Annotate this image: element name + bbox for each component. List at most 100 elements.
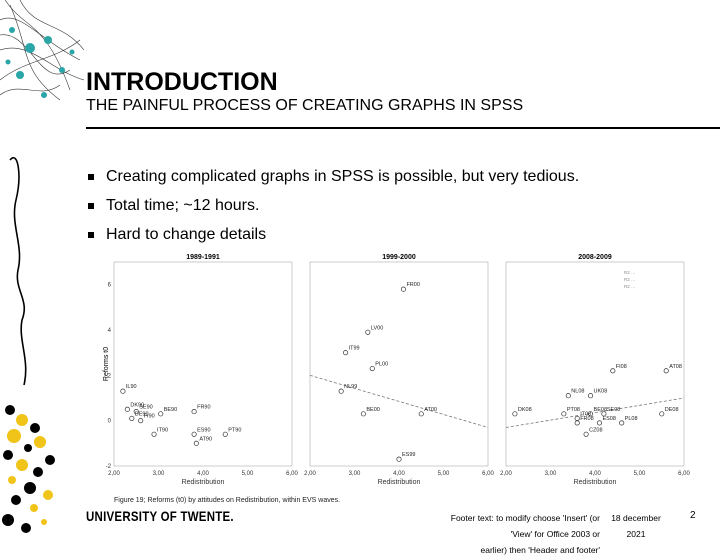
data-label: DK08 — [518, 407, 532, 413]
x-tick-label: 2,00 — [500, 471, 512, 477]
data-point — [663, 368, 669, 374]
data-point — [659, 411, 665, 417]
footer-date: 18 december 2021 — [611, 513, 661, 539]
data-label: AT00 — [424, 407, 437, 413]
chart-panel-frame — [505, 261, 685, 467]
data-point — [400, 286, 407, 292]
data-point — [565, 393, 571, 399]
data-point — [133, 409, 139, 415]
data-label: BE90 — [164, 407, 177, 413]
data-point — [610, 368, 616, 374]
data-point — [138, 418, 144, 424]
data-point — [222, 431, 228, 437]
data-label: DK90 — [130, 402, 144, 408]
data-point — [619, 420, 625, 426]
x-tick-label: 4,00 — [393, 471, 405, 477]
x-tick-label: 2,00 — [304, 471, 316, 477]
data-label: BE08 — [594, 407, 607, 413]
data-label: DE08 — [665, 407, 679, 413]
data-label: PL08 — [625, 416, 638, 422]
data-label: AT08 — [669, 364, 682, 370]
x-tick-label: 6,00 — [286, 471, 298, 477]
data-label: UK08 — [594, 389, 608, 395]
bullet-square-icon — [88, 174, 94, 180]
data-label: NL08 — [571, 389, 584, 395]
x-tick-label: 2,00 — [108, 471, 120, 477]
y-tick-label: 4 — [108, 328, 112, 334]
bullet-square-icon — [88, 232, 94, 238]
data-point — [151, 431, 157, 437]
footer-text: Footer text: to modify choose 'Insert' (… — [450, 513, 600, 555]
panel-title: 2008-2009 — [578, 254, 612, 261]
bullet-item: Creating complicated graphs in SPSS is p… — [88, 168, 579, 197]
data-label: SE08 — [607, 407, 620, 413]
data-point — [574, 415, 580, 421]
data-point — [120, 388, 126, 394]
data-label: IT08 — [580, 411, 591, 417]
legend-entry: R2 … — [624, 270, 636, 275]
data-point — [124, 406, 130, 412]
x-axis-label: Redistribution — [574, 479, 617, 486]
data-point — [396, 456, 402, 462]
slide-title: INTRODUCTION — [86, 68, 278, 96]
data-label: IT99 — [349, 346, 360, 352]
data-label: FR08 — [580, 416, 593, 422]
legend-entry: R2 … — [624, 277, 636, 282]
data-point — [191, 409, 197, 415]
data-point — [191, 431, 197, 437]
data-point — [158, 411, 164, 417]
data-label: CZ08 — [589, 427, 602, 433]
slide-subtitle: THE PAINFUL PROCESS OF CREATING GRAPHS I… — [86, 97, 524, 114]
university-logo: UNIVERSITY OF TWENTE. — [86, 508, 234, 524]
figure-caption: Figure 19; Reforms (t0) by attitudes on … — [114, 497, 341, 504]
trend-line — [505, 397, 685, 428]
data-label: ES99 — [402, 452, 415, 458]
data-point — [360, 411, 366, 417]
chart-panel-frame — [309, 261, 489, 467]
data-point — [512, 411, 518, 417]
data-label: PT90 — [228, 427, 241, 433]
decorative-network-graphic — [0, 0, 84, 533]
x-tick-label: 4,00 — [197, 471, 209, 477]
data-point — [418, 411, 424, 417]
scatter-chart: Reforms t0 1989-1991 2,00 3,00 4,00 5,00 6,00 R… — [103, 254, 690, 486]
data-label: FR90 — [197, 405, 210, 411]
data-label: PL00 — [375, 362, 388, 368]
x-tick-label: 6,00 — [482, 471, 494, 477]
y-tick-label: -2 — [106, 464, 112, 470]
data-label: LV00 — [371, 325, 383, 331]
data-label: FR00 — [406, 282, 419, 288]
data-label: SE90 — [139, 405, 152, 411]
x-axis-label: Redistribution — [378, 479, 421, 486]
data-label: FI90 — [144, 414, 155, 420]
page-number: 2 — [690, 510, 696, 521]
y-tick-label: 2 — [108, 373, 112, 379]
data-label: IT90 — [157, 427, 168, 433]
data-label: ES08 — [602, 416, 615, 422]
data-label: PT08 — [567, 407, 580, 413]
x-tick-label: 3,00 — [153, 471, 165, 477]
bullet-item: Total time; ~12 hours. — [88, 197, 579, 226]
data-point — [601, 411, 607, 417]
data-point — [574, 420, 580, 426]
x-tick-label: 5,00 — [634, 471, 646, 477]
data-label: ES90 — [197, 427, 210, 433]
data-label: IL90 — [126, 384, 137, 390]
x-axis-label: Redistribution — [182, 479, 225, 486]
x-tick-label: 5,00 — [242, 471, 254, 477]
chart-panel-frame — [113, 261, 293, 467]
data-point — [129, 415, 135, 421]
data-point — [561, 411, 567, 417]
data-point — [193, 440, 199, 446]
bullet-square-icon — [88, 203, 94, 209]
data-label: AT90 — [199, 436, 212, 442]
y-tick-label: 6 — [108, 283, 112, 289]
data-label: BE00 — [366, 407, 379, 413]
bullet-item: Hard to change details — [88, 226, 579, 255]
x-tick-label: 4,00 — [589, 471, 601, 477]
panel-title: 1999-2000 — [382, 254, 416, 261]
x-tick-label: 6,00 — [678, 471, 690, 477]
x-tick-label: 3,00 — [349, 471, 361, 477]
bullet-list: Creating complicated graphs in SPSS is p… — [88, 168, 579, 255]
title-divider — [86, 127, 720, 129]
